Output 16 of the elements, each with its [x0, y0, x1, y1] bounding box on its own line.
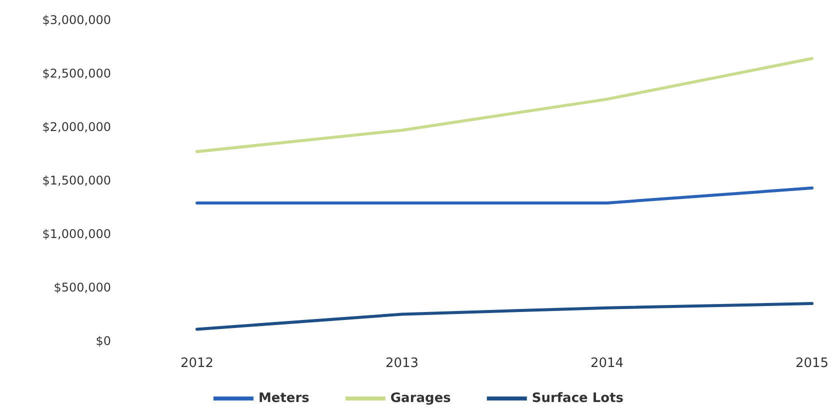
legend-label: Garages: [390, 391, 452, 406]
line-series: [196, 57, 814, 154]
x-tick-label: 2015: [795, 356, 829, 371]
x-tick-label: 2014: [590, 356, 624, 371]
legend-label: Surface Lots: [532, 391, 624, 406]
x-tick-label: 2012: [180, 356, 214, 371]
y-tick-label: $2,500,000: [42, 66, 111, 80]
line-series: [196, 302, 814, 331]
x-tick-label: 2013: [385, 356, 419, 371]
y-tick-label: $500,000: [54, 280, 111, 294]
legend-label: Meters: [258, 391, 310, 406]
y-tick-label: $0: [96, 334, 111, 348]
y-tick-label: $2,000,000: [42, 120, 111, 134]
y-tick-label: $1,500,000: [42, 174, 111, 188]
y-tick-label: $1,000,000: [42, 227, 111, 241]
y-tick-label: $3,000,000: [42, 13, 111, 27]
